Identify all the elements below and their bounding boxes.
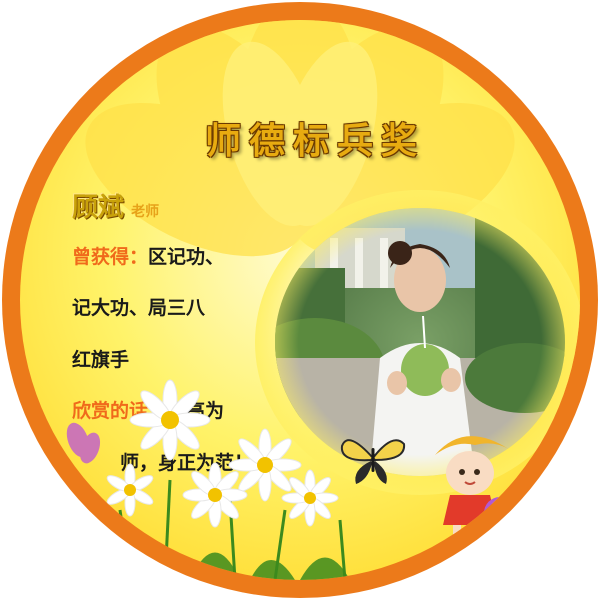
teacher-name-row: 顾斌 老师 bbox=[72, 187, 159, 224]
badge-inner-circle: 师德标兵奖 顾斌 老师 曾获得：区记功、 记大功、局三八 红旗手 欣赏的话：学高… bbox=[20, 20, 580, 580]
photo-vignette bbox=[255, 190, 580, 495]
flower-petals-decoration bbox=[85, 20, 515, 257]
badge-title: 师德标兵奖 bbox=[204, 121, 425, 162]
achievements-text-1: 区记功、 bbox=[148, 246, 225, 268]
achievements-line-1: 曾获得：区记功、 bbox=[72, 242, 224, 269]
butterfly-icon bbox=[340, 439, 406, 484]
achievements-line-3: 红旗手 bbox=[72, 349, 130, 371]
teacher-name: 顾斌 bbox=[72, 193, 125, 223]
daisy-flowers-decoration bbox=[66, 379, 350, 580]
achievements-line-2: 记大功、局三八 bbox=[72, 297, 206, 319]
teacher-honorific: 老师 bbox=[131, 204, 160, 220]
achievements-label: 曾获得： bbox=[72, 246, 149, 268]
cartoon-girl-decoration bbox=[435, 436, 516, 541]
